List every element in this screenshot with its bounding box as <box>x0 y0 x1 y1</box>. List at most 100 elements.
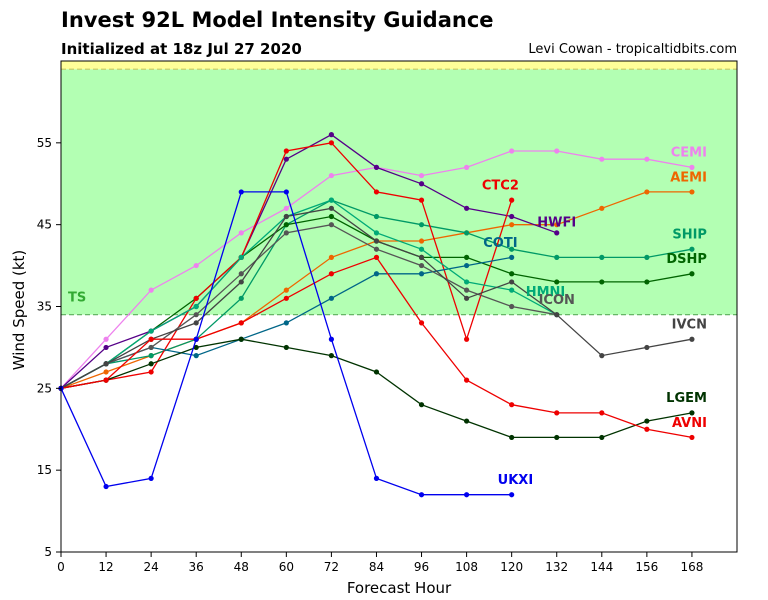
x-tick-label: 156 <box>635 560 658 574</box>
intensity-bands: TS <box>61 61 737 316</box>
x-tick-label: 108 <box>455 560 478 574</box>
data-point-dshp <box>283 222 289 228</box>
data-point-ivcn <box>238 279 244 285</box>
series-label-dshp: DSHP <box>666 252 707 267</box>
y-tick-label: 15 <box>37 463 52 477</box>
data-point-lgem <box>689 410 695 416</box>
data-point-avni <box>148 336 154 342</box>
chart-credit: Levi Cowan - tropicaltidbits.com <box>528 42 737 57</box>
data-point-ship <box>509 246 515 252</box>
x-tick-label: 12 <box>98 560 113 574</box>
y-tick-label: 45 <box>37 218 52 232</box>
series-label-lgem: LGEM <box>666 391 707 406</box>
data-point-icon <box>418 262 425 269</box>
data-point-hwfi <box>464 205 470 211</box>
data-point-avni <box>554 410 560 416</box>
data-point-dshp <box>599 279 605 285</box>
series-ivcn <box>58 205 695 391</box>
data-point-hwfi <box>373 164 380 170</box>
data-point-cemi <box>554 148 560 154</box>
data-point-ship <box>238 295 244 301</box>
data-point-hwfi <box>328 132 334 138</box>
series-lgem <box>58 336 695 441</box>
x-tick-label: 144 <box>590 560 613 574</box>
data-point-avni <box>599 410 605 416</box>
data-point-lgem <box>464 418 470 424</box>
band-label-ts: TS <box>68 291 86 306</box>
data-point-lgem <box>554 434 560 441</box>
data-point-dshp <box>464 254 470 260</box>
data-point-icon <box>328 222 334 228</box>
data-point-lgem <box>283 344 289 351</box>
data-point-avni <box>328 271 334 277</box>
series-label-ctc2: CTC2 <box>482 178 519 193</box>
data-point-ctc2 <box>283 148 289 154</box>
data-point-ctc2 <box>464 336 470 342</box>
data-point-icon <box>373 246 380 252</box>
data-point-ctc2 <box>148 369 154 375</box>
data-point-cemi <box>644 156 650 162</box>
x-tick-label: 72 <box>324 560 339 574</box>
data-point-lgem <box>373 369 380 375</box>
data-point-cemi <box>193 262 199 269</box>
data-point-lgem <box>509 434 515 441</box>
data-point-hmni <box>464 279 470 285</box>
x-tick-label: 120 <box>500 560 523 574</box>
data-point-ukxi <box>328 336 334 342</box>
data-point-cemi <box>509 148 515 154</box>
data-point-ctc2 <box>373 189 380 195</box>
data-point-lgem <box>238 336 244 342</box>
data-point-aemi <box>103 369 109 375</box>
data-point-cemi <box>283 205 289 211</box>
data-point-ivcn <box>103 361 109 367</box>
x-tick-label: 0 <box>57 560 65 574</box>
data-point-ukxi <box>509 492 515 498</box>
data-point-cemi <box>464 164 470 170</box>
axes: 0 12 24 36 48 60 72 84 96 108 120 132 144 156 168 5 15 25… <box>37 136 704 574</box>
series-label-aemi: AEMI <box>670 170 707 185</box>
x-tick-label: 60 <box>279 560 294 574</box>
data-point-lgem <box>644 418 650 424</box>
series-label-avni: AVNI <box>672 416 707 431</box>
data-point-ivcn <box>464 295 470 301</box>
series-lines <box>58 132 695 498</box>
y-axis-label: Wind Speed (kt) <box>10 250 28 371</box>
series-line-icon <box>60 224 557 389</box>
data-point-hmni <box>509 287 515 293</box>
data-point-ctc2 <box>328 140 334 146</box>
data-point-hmni <box>328 197 334 203</box>
y-tick-label: 5 <box>44 545 52 559</box>
data-point-ukxi <box>464 492 470 498</box>
data-point-cemi <box>418 172 425 179</box>
data-point-hwfi <box>554 230 560 236</box>
x-tick-label: 84 <box>369 560 384 574</box>
series-label-cemi: CEMI <box>671 146 707 161</box>
data-point-icon <box>193 312 199 318</box>
data-point-lgem <box>148 361 154 367</box>
series-label-hwfi: HWFI <box>537 215 576 230</box>
x-tick-label: 36 <box>189 560 204 574</box>
data-point-hwfi <box>103 344 109 351</box>
data-point-icon <box>464 287 470 293</box>
data-point-icon <box>283 230 289 236</box>
data-point-ukxi <box>418 492 425 498</box>
data-point-hmni <box>148 328 154 334</box>
data-point-cemi <box>328 172 334 179</box>
series-label-hmni: HMNI <box>526 285 566 300</box>
data-point-hwfi <box>283 156 289 162</box>
data-point-ivcn <box>644 344 650 351</box>
data-point-dshp <box>644 279 650 285</box>
data-point-lgem <box>418 402 425 408</box>
data-point-ctc2 <box>509 197 515 203</box>
data-point-aemi <box>418 238 425 244</box>
data-point-coti <box>509 254 515 260</box>
data-point-dshp <box>554 279 560 285</box>
data-point-ship <box>554 254 560 260</box>
data-point-coti <box>418 271 425 277</box>
data-point-ukxi <box>193 336 199 342</box>
data-point-cemi <box>148 287 154 293</box>
data-point-aemi <box>328 254 334 260</box>
data-point-coti <box>193 353 199 359</box>
